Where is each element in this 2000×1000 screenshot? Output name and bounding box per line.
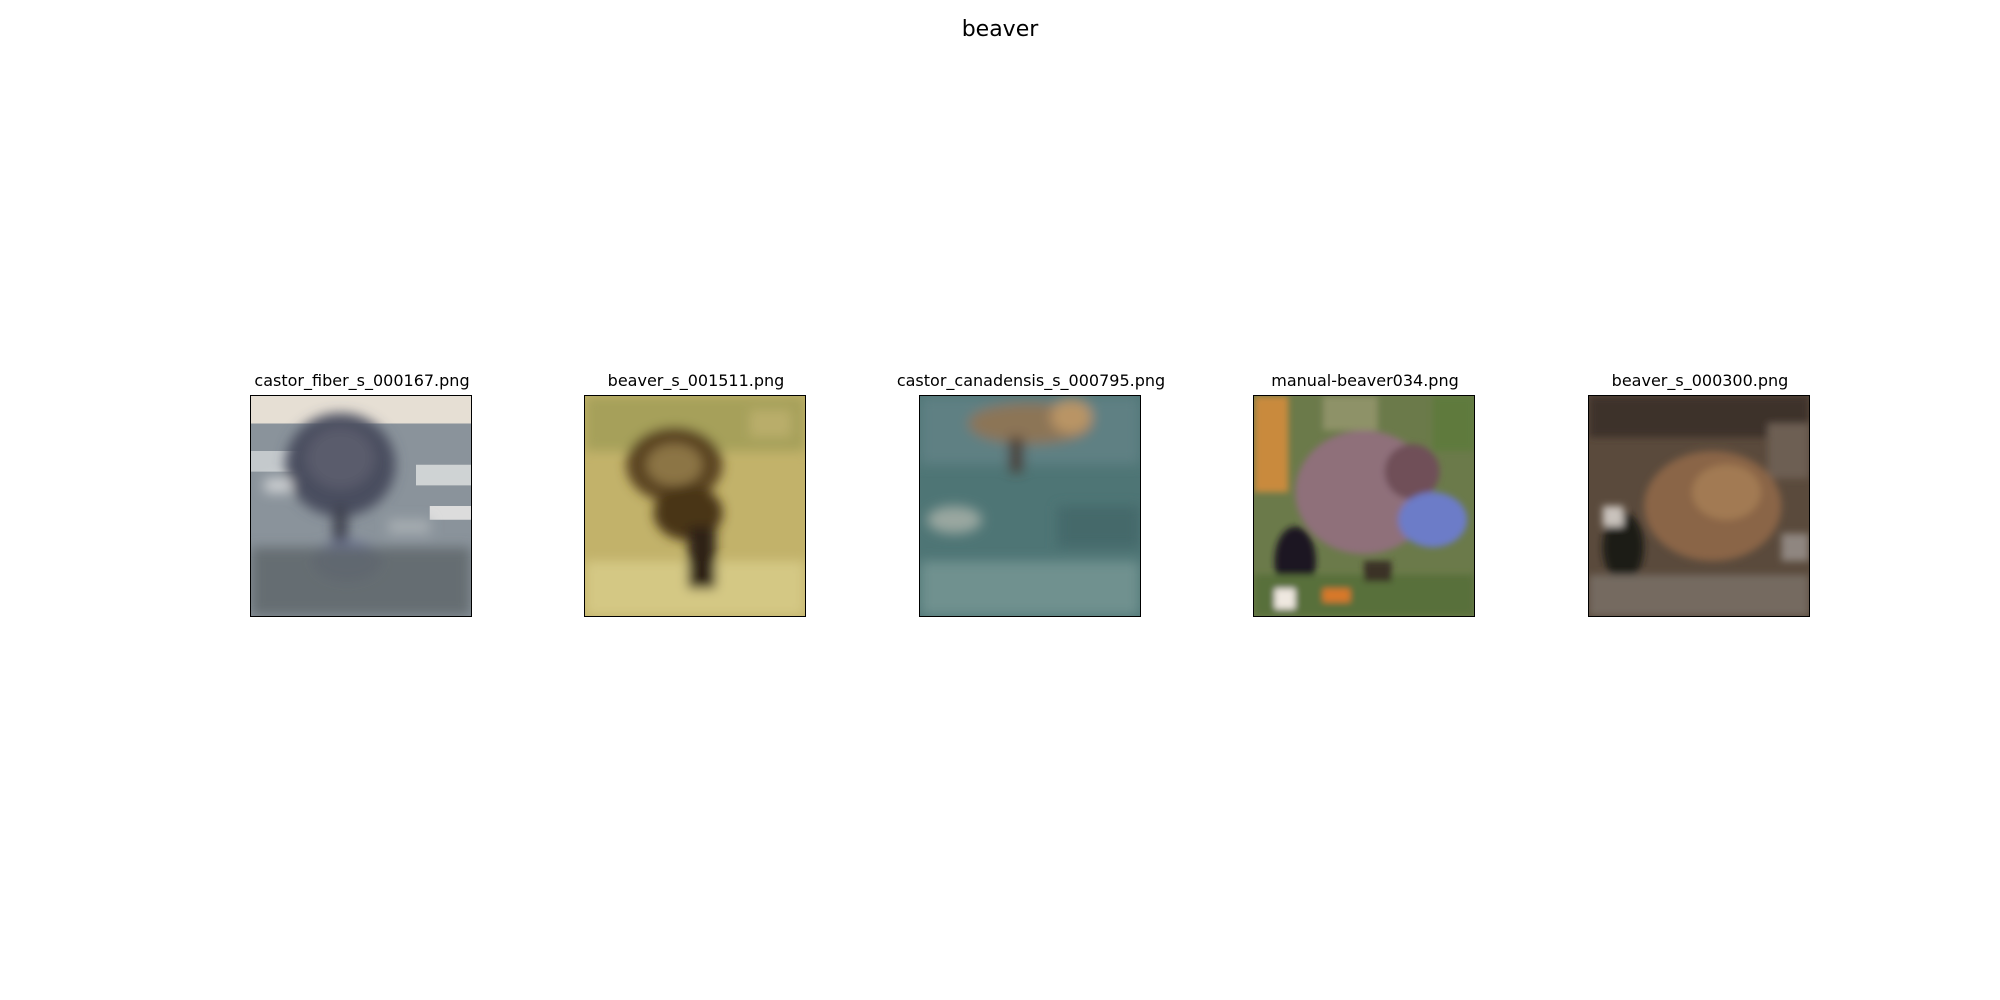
- image-panel: beaver_s_000300.png: [1535, 370, 1865, 617]
- image-caption: beaver_s_001511.png: [607, 371, 785, 390]
- beaver-image-thumbnail: [250, 395, 472, 617]
- image-panel: beaver_s_001511.png: [531, 370, 861, 617]
- image-panel: castor_fiber_s_000167.png: [197, 370, 527, 617]
- beaver-image-thumbnail: [919, 395, 1141, 617]
- image-caption: castor_fiber_s_000167.png: [254, 371, 470, 390]
- image-caption: manual-beaver034.png: [1271, 371, 1459, 390]
- image-panel: manual-beaver034.png: [1200, 370, 1530, 617]
- beaver-image-thumbnail: [1588, 395, 1810, 617]
- image-caption: castor_canadensis_s_000795.png: [896, 371, 1166, 390]
- figure-title: beaver: [961, 17, 1039, 42]
- image-panel: castor_canadensis_s_000795.png: [866, 370, 1196, 617]
- beaver-image-thumbnail: [1253, 395, 1475, 617]
- image-caption: beaver_s_000300.png: [1611, 371, 1789, 390]
- beaver-image-thumbnail: [584, 395, 806, 617]
